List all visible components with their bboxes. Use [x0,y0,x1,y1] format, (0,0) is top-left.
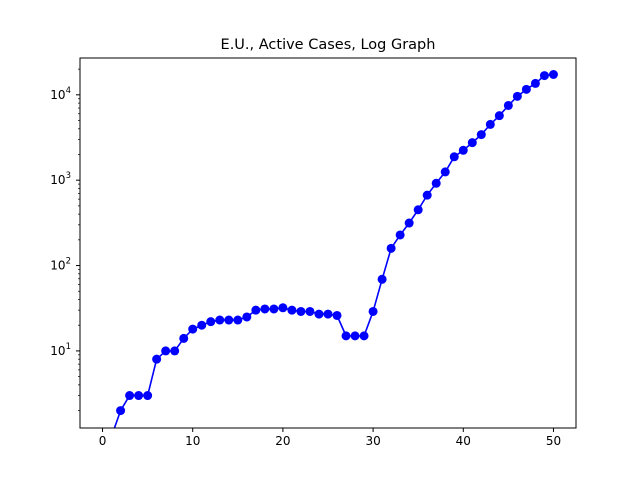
x-tick-label-1: 10 [185,434,200,448]
data-point-0-41 [476,130,486,140]
data-point-0-26 [341,331,351,341]
y-tick-label-base-1: 10 [50,259,65,273]
data-point-0-40 [467,138,477,148]
series-group [113,70,558,428]
y-tick-label-exp-3: 4 [66,86,71,96]
y-tick-label-base-3: 10 [50,88,65,102]
data-point-0-48 [539,71,549,81]
data-point-0-14 [233,315,243,325]
data-point-0-39 [458,145,468,155]
x-tick-label-0: 0 [99,434,107,448]
data-point-0-1 [116,406,126,416]
y-tick-label-base-2: 10 [50,173,65,187]
data-point-0-19 [278,303,288,313]
y-tick-label-3: 104 [50,86,71,102]
data-point-0-3 [134,391,144,401]
data-point-0-30 [377,274,387,284]
data-point-0-32 [395,230,405,240]
data-point-0-16 [251,305,261,315]
y-tick-label-1: 102 [50,257,71,273]
data-point-0-4 [143,391,153,401]
data-point-0-9 [188,324,198,334]
data-point-0-15 [242,312,252,322]
data-point-0-20 [287,305,297,315]
data-point-0-10 [197,320,207,330]
data-point-0-21 [296,306,306,316]
x-tick-label-2: 20 [275,434,290,448]
data-point-0-46 [521,84,531,94]
data-point-0-25 [332,310,342,320]
data-point-0-23 [314,309,324,319]
data-point-0-22 [305,306,315,316]
data-point-0-17 [260,304,270,314]
data-point-0-36 [431,178,441,188]
data-point-0-38 [449,152,459,162]
x-tick-label-5: 50 [546,434,561,448]
data-point-0-27 [350,331,360,341]
data-point-0-13 [224,315,234,325]
data-point-0-8 [179,333,189,343]
data-point-0-12 [215,315,225,325]
data-point-0-34 [413,205,423,215]
data-point-0-24 [323,309,333,319]
data-point-0-44 [503,100,513,110]
x-tick-label-4: 40 [456,434,471,448]
data-point-0-2 [125,391,135,401]
y-tick-label-exp-2: 3 [66,171,71,181]
data-point-0-28 [359,331,369,341]
data-point-0-42 [485,119,495,129]
data-point-0-43 [494,111,504,121]
y-tick-label-exp-1: 2 [66,257,71,267]
data-point-0-47 [530,78,540,88]
chart-title: E.U., Active Cases, Log Graph [221,37,436,53]
x-axis: 0 10 20 30 40 50 [99,428,561,448]
data-point-0-11 [206,317,216,327]
x-tick-label-3: 30 [365,434,380,448]
data-point-0-5 [152,354,162,364]
data-point-0-45 [512,91,522,101]
data-point-0-18 [269,304,279,314]
data-point-0-29 [368,306,378,316]
plot-area-frame [79,57,577,429]
data-point-0-7 [170,346,180,356]
data-point-0-37 [440,167,450,177]
data-point-0-33 [404,218,414,228]
y-tick-label-base-0: 10 [50,344,65,358]
y-tick-label-exp-0: 1 [66,342,71,352]
data-point-0-35 [422,190,432,200]
data-point-0-49 [548,70,558,80]
data-point-0-6 [161,346,171,356]
data-point-0-31 [386,243,396,253]
y-tick-label-2: 103 [50,171,71,187]
y-tick-label-0: 101 [50,342,71,358]
